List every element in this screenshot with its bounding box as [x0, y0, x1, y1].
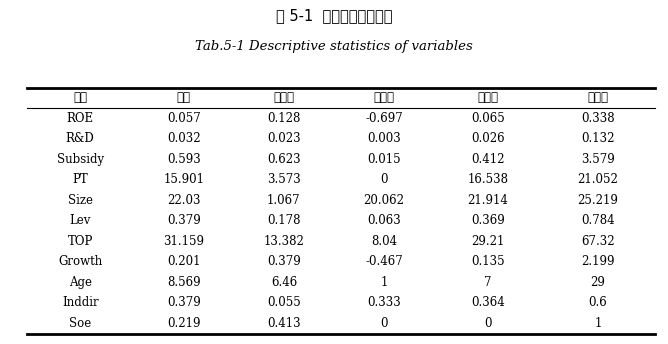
Text: 0.333: 0.333 [367, 297, 401, 310]
Text: 20.062: 20.062 [363, 194, 405, 207]
Text: 8.569: 8.569 [167, 276, 200, 289]
Text: Tab.5-1 Descriptive statistics of variables: Tab.5-1 Descriptive statistics of variab… [195, 40, 473, 53]
Text: 0.219: 0.219 [167, 317, 200, 330]
Text: 0.412: 0.412 [471, 153, 504, 166]
Text: 21.052: 21.052 [577, 173, 619, 186]
Text: 7: 7 [484, 276, 492, 289]
Text: 0.128: 0.128 [267, 112, 301, 125]
Text: 0.784: 0.784 [581, 214, 615, 227]
Text: 29: 29 [591, 276, 605, 289]
Text: 13.382: 13.382 [263, 235, 305, 248]
Text: 表 5-1  变量的描述性统计: 表 5-1 变量的描述性统计 [276, 9, 392, 24]
Text: 0.057: 0.057 [167, 112, 200, 125]
Text: 1.067: 1.067 [267, 194, 301, 207]
Text: Inddir: Inddir [62, 297, 98, 310]
Text: 1: 1 [380, 276, 388, 289]
Text: 0.132: 0.132 [581, 132, 615, 146]
Text: 6.46: 6.46 [271, 276, 297, 289]
Text: TOP: TOP [67, 235, 93, 248]
Text: 8.04: 8.04 [371, 235, 397, 248]
Text: ROE: ROE [67, 112, 94, 125]
Text: Size: Size [67, 194, 93, 207]
Text: R&D: R&D [65, 132, 95, 146]
Text: 0.623: 0.623 [267, 153, 301, 166]
Text: 最大值: 最大值 [587, 92, 609, 105]
Text: PT: PT [72, 173, 88, 186]
Text: 15.901: 15.901 [163, 173, 204, 186]
Text: 67.32: 67.32 [581, 235, 615, 248]
Text: 0.032: 0.032 [167, 132, 200, 146]
Text: 0.593: 0.593 [167, 153, 200, 166]
Text: Age: Age [69, 276, 92, 289]
Text: 25.219: 25.219 [577, 194, 619, 207]
Text: -0.467: -0.467 [365, 256, 403, 268]
Text: 31.159: 31.159 [163, 235, 204, 248]
Text: 3.573: 3.573 [267, 173, 301, 186]
Text: 标准差: 标准差 [273, 92, 295, 105]
Text: 最小值: 最小值 [373, 92, 395, 105]
Text: 0.065: 0.065 [471, 112, 504, 125]
Text: 0.201: 0.201 [167, 256, 200, 268]
Text: 均值: 均值 [177, 92, 190, 105]
Text: 0.338: 0.338 [581, 112, 615, 125]
Text: Soe: Soe [69, 317, 92, 330]
Text: Lev: Lev [69, 214, 91, 227]
Text: 21.914: 21.914 [467, 194, 508, 207]
Text: Growth: Growth [58, 256, 102, 268]
Text: 0.364: 0.364 [471, 297, 504, 310]
Text: 0.6: 0.6 [589, 297, 607, 310]
Text: 变量: 变量 [73, 92, 87, 105]
Text: Subsidy: Subsidy [57, 153, 104, 166]
Text: 16.538: 16.538 [467, 173, 508, 186]
Text: 0.023: 0.023 [267, 132, 301, 146]
Text: 2.199: 2.199 [581, 256, 615, 268]
Text: 0.026: 0.026 [471, 132, 504, 146]
Text: 0.003: 0.003 [367, 132, 401, 146]
Text: 0.379: 0.379 [167, 297, 200, 310]
Text: 0: 0 [380, 317, 388, 330]
Text: 0.055: 0.055 [267, 297, 301, 310]
Text: 0.369: 0.369 [471, 214, 504, 227]
Text: 29.21: 29.21 [471, 235, 504, 248]
Text: 0.063: 0.063 [367, 214, 401, 227]
Text: -0.697: -0.697 [365, 112, 403, 125]
Text: 0.413: 0.413 [267, 317, 301, 330]
Text: 0: 0 [380, 173, 388, 186]
Text: 0.015: 0.015 [367, 153, 401, 166]
Text: 0.379: 0.379 [167, 214, 200, 227]
Text: 3.579: 3.579 [581, 153, 615, 166]
Text: 0.178: 0.178 [267, 214, 301, 227]
Text: 0.135: 0.135 [471, 256, 504, 268]
Text: 0: 0 [484, 317, 492, 330]
Text: 中位数: 中位数 [477, 92, 498, 105]
Text: 22.03: 22.03 [167, 194, 200, 207]
Text: 1: 1 [594, 317, 602, 330]
Text: 0.379: 0.379 [267, 256, 301, 268]
